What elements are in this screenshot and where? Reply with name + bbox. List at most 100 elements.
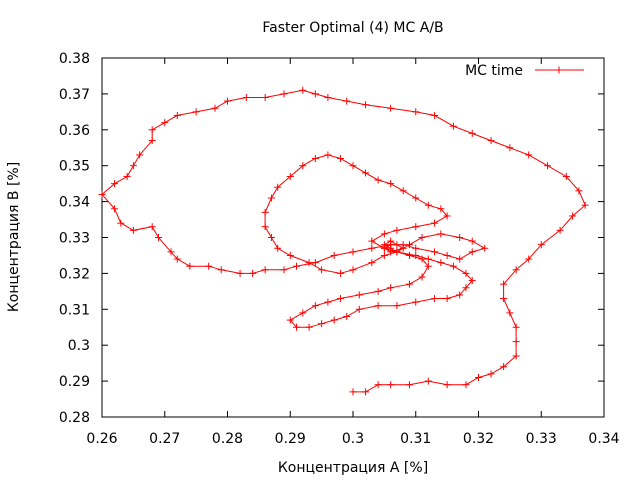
data-point: [475, 374, 482, 382]
data-point: [412, 251, 420, 259]
data-point: [336, 295, 344, 303]
series-layer: [98, 86, 589, 396]
data-point: [412, 244, 420, 252]
data-point: [462, 284, 470, 292]
data-point: [424, 377, 432, 385]
data-point: [418, 234, 426, 241]
data-point: [424, 201, 432, 209]
data-point: [412, 108, 420, 116]
y-tick-label: 0.37: [59, 87, 90, 103]
data-point: [443, 212, 451, 220]
data-point: [537, 241, 545, 249]
legend-label: MC time: [465, 63, 523, 79]
data-point: [481, 244, 489, 252]
data-point: [111, 180, 119, 188]
data-point: [449, 122, 457, 130]
data-point: [336, 269, 344, 277]
data-point: [512, 352, 520, 360]
data-point: [173, 255, 181, 263]
data-point: [362, 169, 370, 177]
legend-marker: [555, 66, 563, 74]
data-point: [393, 241, 401, 249]
data-point: [506, 309, 514, 317]
data-point: [437, 259, 445, 267]
data-point: [318, 266, 326, 274]
data-point: [286, 251, 294, 259]
data-point: [512, 266, 520, 274]
data-point: [569, 212, 577, 220]
data-point: [443, 381, 451, 389]
data-point: [324, 298, 332, 306]
data-point: [336, 155, 344, 163]
data-point: [123, 172, 131, 180]
data-point: [456, 255, 464, 263]
x-tick-label: 0.33: [526, 431, 557, 447]
data-point: [443, 251, 451, 259]
data-point: [148, 126, 156, 134]
data-point: [387, 104, 395, 112]
data-point: [154, 234, 162, 241]
data-point: [443, 295, 451, 303]
data-point: [405, 381, 413, 389]
data-point: [330, 251, 338, 259]
data-point: [468, 248, 476, 256]
data-point: [380, 244, 388, 252]
data-point: [161, 119, 169, 127]
data-point: [311, 302, 319, 310]
data-point: [355, 305, 363, 313]
y-tick-label: 0.3: [68, 338, 90, 354]
data-point: [186, 262, 194, 270]
x-tick-label: 0.27: [149, 431, 180, 447]
data-point: [349, 248, 357, 256]
data-point: [261, 93, 269, 101]
data-point: [299, 309, 307, 317]
y-tick-label: 0.36: [59, 123, 90, 139]
data-point: [293, 262, 301, 270]
x-tick-label: 0.29: [275, 431, 306, 447]
data-point: [217, 266, 225, 274]
data-point: [405, 251, 413, 259]
y-tick-label: 0.31: [59, 302, 90, 318]
data-point: [267, 234, 275, 241]
data-point: [431, 295, 439, 303]
data-point: [311, 90, 319, 98]
data-point: [468, 237, 476, 245]
data-point: [399, 187, 407, 195]
y-tick-label: 0.33: [59, 231, 90, 247]
data-point: [500, 363, 508, 371]
x-tick-label: 0.31: [400, 431, 431, 447]
data-point: [405, 241, 413, 249]
data-point: [205, 262, 213, 270]
data-point: [468, 277, 476, 285]
data-point: [462, 381, 470, 389]
data-point: [544, 162, 552, 170]
data-point: [393, 248, 401, 256]
data-point: [500, 295, 508, 303]
x-axis-label: Концентрация А [%]: [278, 460, 428, 476]
data-point: [387, 381, 395, 389]
data-point: [261, 266, 269, 274]
data-point: [412, 223, 420, 231]
data-point: [506, 144, 514, 152]
chart-title: Faster Optimal (4) MC A/B: [262, 20, 443, 36]
data-point: [368, 244, 376, 252]
data-point: [374, 381, 382, 389]
data-point: [412, 194, 420, 202]
data-point: [468, 129, 476, 137]
data-point: [293, 323, 301, 331]
data-point: [525, 151, 533, 159]
data-point: [224, 97, 231, 105]
data-point: [380, 251, 388, 259]
data-point: [431, 111, 439, 119]
data-point: [431, 219, 439, 227]
data-point: [500, 280, 508, 288]
data-point: [355, 291, 363, 299]
data-point: [412, 298, 420, 306]
data-point: [387, 241, 395, 249]
data-point: [368, 237, 376, 245]
data-point: [148, 223, 156, 231]
data-point: [374, 302, 382, 310]
data-point: [437, 205, 445, 213]
data-point: [437, 230, 445, 238]
